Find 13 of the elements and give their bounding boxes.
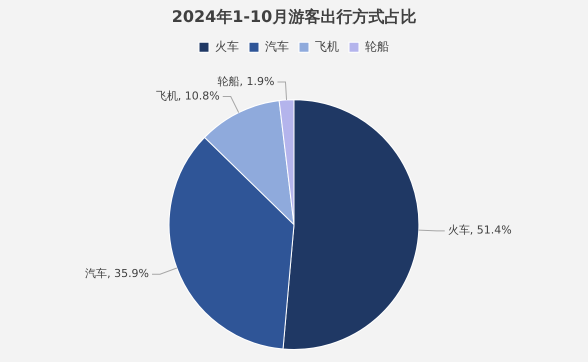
chart-title: 2024年1-10月游客出行方式占比 bbox=[172, 6, 416, 26]
data-label: , 10.8% bbox=[178, 89, 220, 102]
slice-label: 火车 bbox=[448, 224, 470, 237]
data-label: , 1.9% bbox=[240, 74, 274, 88]
legend-label: 汽车 bbox=[265, 39, 289, 54]
slice-label: 汽车 bbox=[85, 267, 108, 280]
slice-label: 飞机 bbox=[156, 89, 178, 102]
slice-label: 轮船 bbox=[218, 74, 240, 88]
legend-label: 火车 bbox=[215, 39, 239, 54]
legend-label: 轮船 bbox=[365, 39, 389, 54]
legend-label: 飞机 bbox=[315, 39, 339, 54]
data-label: , 51.4% bbox=[470, 224, 512, 237]
data-label: , 35.9% bbox=[107, 267, 150, 280]
